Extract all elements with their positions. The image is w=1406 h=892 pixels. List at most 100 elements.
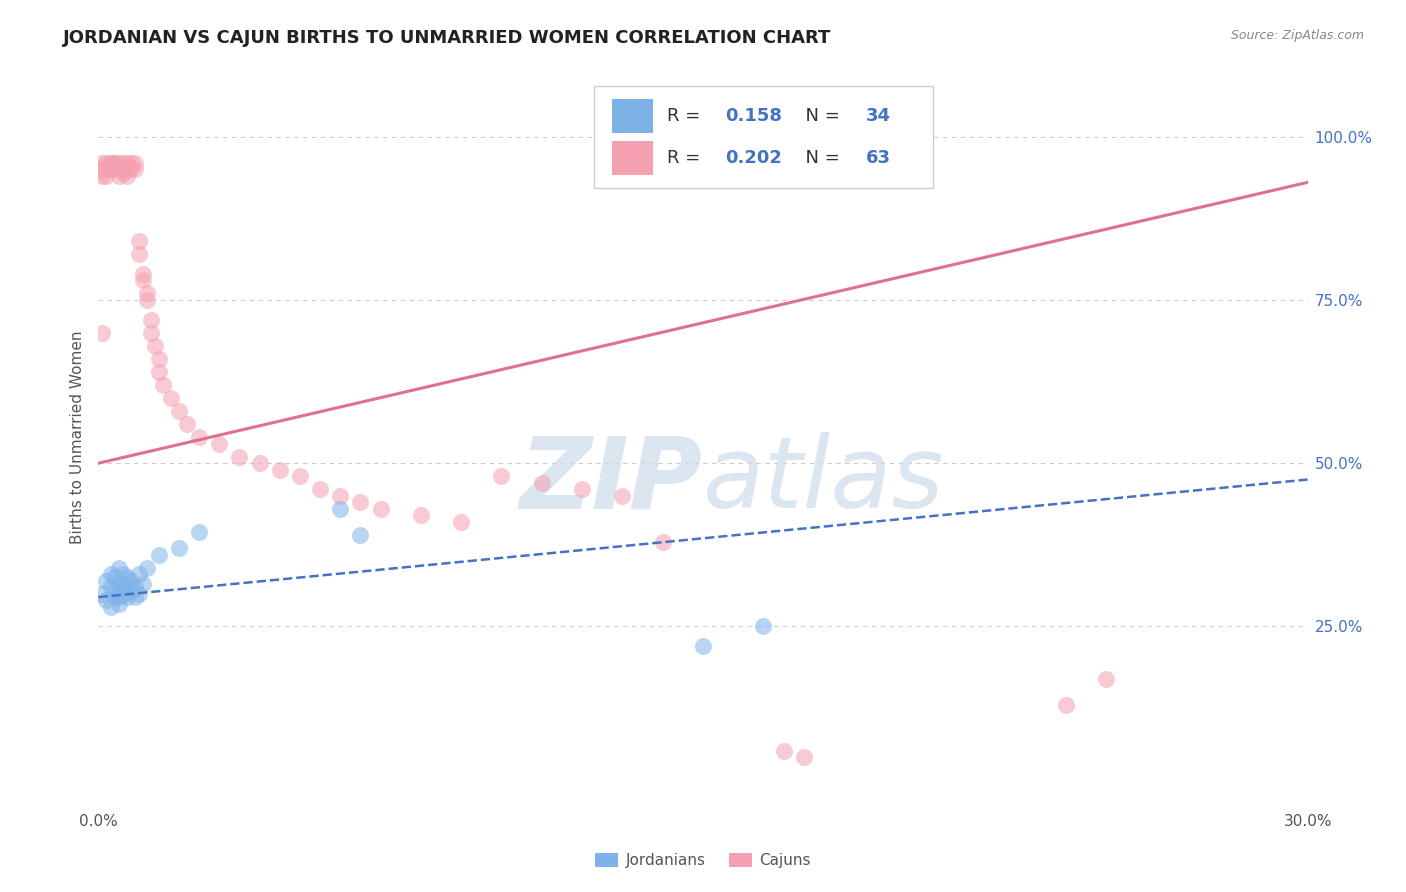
- Point: [139, 312, 162, 326]
- Point: [309, 483, 332, 497]
- Point: [91, 155, 114, 169]
- Point: [107, 590, 129, 604]
- Point: [370, 502, 392, 516]
- Text: 34: 34: [866, 107, 891, 125]
- Point: [100, 155, 122, 169]
- Point: [96, 155, 118, 169]
- Point: [103, 155, 125, 169]
- Point: [228, 450, 250, 464]
- Point: [128, 587, 150, 601]
- Legend: Jordanians, Cajuns: Jordanians, Cajuns: [595, 854, 811, 868]
- Point: [692, 639, 714, 653]
- Point: [96, 162, 118, 177]
- Point: [167, 404, 190, 418]
- Point: [100, 155, 122, 169]
- Point: [100, 580, 122, 594]
- Point: [329, 502, 352, 516]
- Point: [103, 590, 125, 604]
- Point: [91, 587, 114, 601]
- Text: 0.158: 0.158: [724, 107, 782, 125]
- Point: [208, 436, 231, 450]
- Point: [100, 567, 122, 582]
- Point: [103, 583, 125, 598]
- Point: [167, 541, 190, 555]
- Point: [96, 593, 118, 607]
- Point: [132, 273, 155, 287]
- Point: [111, 162, 134, 177]
- Point: [269, 463, 291, 477]
- Text: 63: 63: [866, 149, 891, 167]
- Point: [124, 580, 146, 594]
- Point: [143, 338, 166, 352]
- Point: [107, 597, 129, 611]
- Point: [188, 524, 211, 539]
- Text: atlas: atlas: [703, 433, 945, 530]
- Text: R =: R =: [666, 107, 706, 125]
- Point: [124, 162, 146, 177]
- Point: [128, 567, 150, 582]
- Point: [107, 162, 129, 177]
- Point: [96, 169, 118, 183]
- Point: [148, 351, 170, 366]
- FancyBboxPatch shape: [595, 86, 932, 188]
- Point: [107, 577, 129, 591]
- Point: [128, 247, 150, 261]
- Point: [96, 574, 118, 588]
- Point: [135, 286, 157, 301]
- Point: [571, 483, 593, 497]
- Point: [120, 574, 142, 588]
- Point: [409, 508, 432, 523]
- Point: [103, 570, 125, 584]
- Point: [120, 583, 142, 598]
- Point: [111, 580, 134, 594]
- Point: [128, 234, 150, 248]
- Point: [651, 534, 673, 549]
- Point: [530, 475, 553, 490]
- Point: [148, 548, 170, 562]
- Point: [124, 590, 146, 604]
- Point: [111, 567, 134, 582]
- Text: 0.202: 0.202: [724, 149, 782, 167]
- Point: [124, 155, 146, 169]
- FancyBboxPatch shape: [613, 99, 654, 133]
- Text: JORDANIAN VS CAJUN BIRTHS TO UNMARRIED WOMEN CORRELATION CHART: JORDANIAN VS CAJUN BIRTHS TO UNMARRIED W…: [63, 29, 831, 46]
- Text: ZIP: ZIP: [520, 433, 703, 530]
- Point: [1095, 672, 1118, 686]
- Point: [160, 391, 183, 405]
- Point: [132, 577, 155, 591]
- Point: [111, 587, 134, 601]
- Point: [450, 515, 472, 529]
- Point: [111, 155, 134, 169]
- Point: [148, 365, 170, 379]
- Y-axis label: Births to Unmarried Women: Births to Unmarried Women: [69, 330, 84, 544]
- Text: N =: N =: [793, 149, 845, 167]
- Point: [349, 528, 371, 542]
- Point: [135, 293, 157, 307]
- Point: [752, 619, 775, 633]
- Point: [100, 162, 122, 177]
- Point: [188, 430, 211, 444]
- Text: R =: R =: [666, 149, 706, 167]
- Point: [91, 326, 114, 340]
- Point: [111, 165, 134, 179]
- Point: [107, 560, 129, 574]
- Point: [249, 456, 271, 470]
- Point: [107, 169, 129, 183]
- Point: [120, 162, 142, 177]
- Point: [612, 489, 634, 503]
- Point: [793, 750, 815, 764]
- Text: Source: ZipAtlas.com: Source: ZipAtlas.com: [1230, 29, 1364, 42]
- Point: [115, 590, 138, 604]
- Point: [139, 326, 162, 340]
- Point: [103, 159, 125, 173]
- Point: [115, 577, 138, 591]
- Point: [115, 155, 138, 169]
- Point: [152, 377, 174, 392]
- FancyBboxPatch shape: [613, 141, 654, 175]
- Point: [1054, 698, 1077, 712]
- Point: [107, 155, 129, 169]
- Point: [349, 495, 371, 509]
- Point: [176, 417, 198, 431]
- Point: [132, 267, 155, 281]
- Point: [91, 169, 114, 183]
